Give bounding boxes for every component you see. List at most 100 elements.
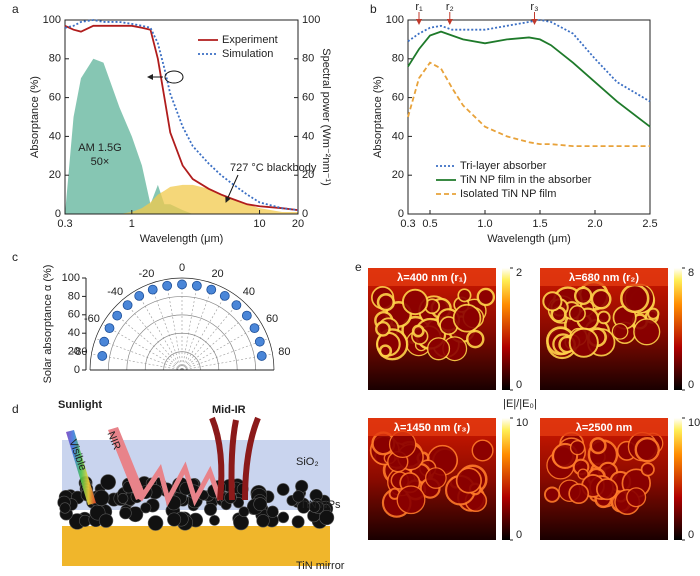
sio2-label: SiO₂ (296, 456, 319, 468)
y-tick-label: 60 (392, 92, 404, 104)
colorbar (674, 268, 682, 390)
x-tick-label: 10 (253, 218, 265, 230)
data-point (147, 284, 158, 295)
title-band (540, 418, 668, 436)
marker-label: r₂ (446, 1, 454, 13)
particle-field (590, 288, 612, 310)
particle-field (626, 487, 647, 508)
series-line (407, 19, 651, 103)
x-tick-label: 1 (129, 218, 135, 230)
panel-label: b (370, 2, 377, 16)
midir-beam (209, 416, 225, 501)
nanoparticle (117, 492, 129, 504)
angle-tick-label: -40 (107, 286, 123, 298)
series-line (407, 61, 650, 147)
y-tick-label: 80 (49, 53, 61, 65)
particle-field (543, 486, 561, 503)
particle-field (568, 327, 599, 358)
panel-label: d (12, 402, 19, 416)
y2-axis-label: Spectral power (Wm⁻²nm⁻¹) (320, 48, 332, 186)
legend-label: Isolated TiN NP film (460, 188, 556, 200)
area (65, 184, 298, 214)
angle-tick-label: -60 (84, 313, 100, 325)
marker-label: r₃ (530, 1, 538, 13)
panel-c: c 0 20 40 60 80 100 -80 -60 -40 -20 0 20 40 60 80 Solar … (12, 250, 291, 383)
radial-grid (122, 299, 183, 371)
particle-field (457, 288, 472, 303)
particle-field (411, 324, 425, 338)
colorbar (502, 418, 510, 540)
colorbar-label: |E|/|E₀| (503, 398, 537, 410)
nanoparticle (204, 502, 217, 516)
y-axis-label: Absorptance (%) (372, 76, 384, 158)
colorbar (674, 418, 682, 540)
y-tick-label: 60 (49, 92, 61, 104)
panel-label: a (12, 2, 19, 16)
r-tick-label: 40 (68, 327, 80, 339)
colorbar-tick-label: 2 (516, 267, 522, 279)
angle-tick-label: 40 (243, 286, 255, 298)
x-tick-label: 2.0 (587, 218, 602, 230)
nanoparticle (119, 506, 132, 520)
particle-field (396, 485, 426, 515)
particle-field (375, 321, 391, 337)
midir-label: Mid-IR (212, 404, 246, 416)
x-tick-label: 2.5 (642, 218, 657, 230)
particle-field (376, 293, 396, 312)
r-grid (144, 332, 220, 371)
data-point (254, 336, 265, 347)
r-grid (108, 296, 256, 371)
nir-beam (108, 427, 146, 500)
nanoparticle (276, 483, 290, 496)
particle-field (426, 337, 451, 361)
particle-field (589, 437, 607, 455)
midir-beam (242, 416, 261, 501)
title-band (368, 418, 496, 436)
r-grid (126, 314, 238, 371)
y2-tick-label: 60 (302, 92, 314, 104)
nanoparticle (308, 501, 321, 513)
particle-field (455, 467, 482, 494)
colorbar-tick-label: 0 (516, 529, 522, 541)
y-tick-label: 20 (49, 169, 61, 181)
particle-field (471, 439, 494, 462)
particle-field (542, 291, 563, 312)
r-grid (163, 351, 201, 371)
y-tick-label: 80 (392, 53, 404, 65)
particle-field (378, 344, 393, 358)
y2-tick-label: 40 (302, 130, 314, 142)
midir-beam (228, 419, 239, 501)
y2-tick-label: 80 (302, 53, 314, 65)
r-tick-label: 80 (68, 290, 80, 302)
nanoparticle (93, 489, 110, 506)
particle-field (647, 307, 660, 320)
map-title: λ=680 nm (r₂) (569, 272, 639, 284)
radial-grid (150, 283, 183, 371)
x-axis-label: Wavelength (μm) (140, 233, 224, 245)
radial-grid (181, 299, 242, 371)
angle-tick-label: 60 (266, 313, 278, 325)
y2-tick-label: 100 (302, 14, 320, 26)
particle-field (620, 283, 650, 314)
nir-scatter (137, 461, 223, 507)
y-tick-label: 100 (386, 14, 404, 26)
y-tick-label: 40 (392, 130, 404, 142)
title-band (368, 268, 496, 286)
map-title: λ=2500 nm (576, 422, 633, 434)
nanoparticle (209, 515, 220, 526)
particle-field (596, 478, 619, 501)
data-point (177, 279, 187, 290)
radial-grid (135, 290, 183, 371)
colorbar-tick-label: 0 (688, 379, 694, 391)
data-point (206, 284, 217, 295)
angle-tick-label: 20 (211, 268, 223, 280)
nanoparticle (277, 511, 290, 524)
r-tick-label: 100 (62, 272, 80, 284)
data-point (249, 323, 260, 334)
particle-field (611, 323, 629, 340)
panel-b: b 0.3 0.5 1.0 1.5 2.0 2.5 0 20 40 60 80 100 Wavelengt… (370, 1, 658, 245)
particle-field (425, 467, 447, 489)
y-tick-label: 0 (55, 208, 61, 220)
radial-grid (181, 279, 199, 371)
data-point (104, 323, 115, 334)
